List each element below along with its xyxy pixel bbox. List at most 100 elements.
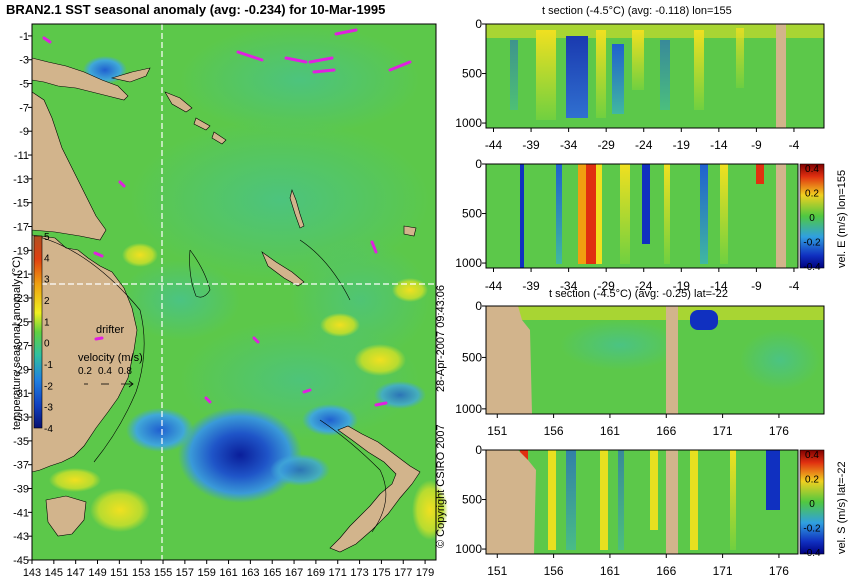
timestamp: 28-Apr-2007 09:43:06	[435, 285, 447, 392]
map-y-tick-label: -7	[19, 102, 29, 114]
y-tick-label: 1000	[455, 116, 482, 130]
colorbar-tick-label: -2	[44, 381, 53, 392]
y-tick-label: 0	[475, 157, 482, 171]
land-new-caledonia	[261, 251, 305, 287]
colorbar-tick-label: 0.4	[805, 164, 819, 175]
x-tick-label: -19	[673, 138, 691, 152]
map-plot: drifter velocity (m/s) 0.2 0.4 0.8	[31, 23, 448, 561]
map-y-tick-label: -23	[13, 293, 29, 305]
map-x-tick-label: 163	[241, 567, 259, 579]
x-tick-label: -29	[598, 279, 616, 293]
map-title: BRAN2.1 SST seasonal anomaly (avg: -0.23…	[6, 2, 385, 17]
land-australia	[31, 234, 138, 473]
map-x-tick-label: 157	[176, 567, 194, 579]
map-x-tick-label: 149	[88, 567, 106, 579]
y-tick-label: 500	[462, 350, 482, 364]
land-new-guinea	[31, 57, 129, 101]
x-tick-label: 176	[769, 424, 789, 438]
section-c-title: t section (-4.5°C) (avg: -0.25) lat=-22	[549, 288, 728, 300]
map-y-tick-label: -35	[13, 436, 29, 448]
colorbar-tick-label: -0.2	[803, 524, 821, 535]
section-a-y-ticks: 0 500 1000	[455, 17, 486, 130]
map-y-tick-label: -3	[19, 55, 29, 67]
map-x-tick-label: 159	[198, 567, 216, 579]
y-tick-label: 1000	[455, 402, 482, 416]
map-y-tick-label: -17	[13, 221, 29, 233]
y-tick-label: 0	[475, 299, 482, 313]
colorbar-tick-label: 0.2	[805, 475, 819, 486]
map-x-tick-label: 175	[372, 567, 390, 579]
map-y-tick-label: -29	[13, 364, 29, 376]
map-x-tick-label: 171	[329, 567, 347, 579]
x-tick-label: 151	[487, 564, 507, 578]
colorbar-tick-label: 0	[809, 499, 815, 510]
map-x-tick-label: 161	[219, 567, 237, 579]
velocity-scale-arrows	[84, 380, 134, 388]
map-x-tick-label: 167	[285, 567, 303, 579]
colorbar-tick-label: 0.4	[805, 450, 819, 461]
map-y-tick-label: -33	[13, 412, 29, 424]
section-b-y-ticks: 0 500 1000	[455, 157, 486, 270]
colorbar-tick-label: -0.4	[803, 262, 821, 273]
x-tick-label: -24	[635, 279, 653, 293]
map-x-tick-label: 145	[45, 567, 63, 579]
land-new-britain	[110, 67, 151, 83]
map-y-tick-label: -43	[13, 531, 29, 543]
map-y-tick-label: -21	[13, 269, 29, 281]
map-y-tick-label: -13	[13, 174, 29, 186]
x-tick-label: -39	[522, 138, 540, 152]
x-tick-label: 171	[713, 564, 733, 578]
section-b-x-ticks: -44 -39 -34 -29 -24 -19 -14 -9 -4	[485, 268, 800, 293]
copyright: © Copyright CSIRO 2007	[435, 424, 447, 548]
section-a-x-ticks: -44 -39 -34 -29 -24 -19 -14 -9 -4	[485, 128, 800, 152]
colorbar-tick-label: 0.2	[805, 189, 819, 200]
map-x-tick-label: 151	[110, 567, 128, 579]
x-tick-label: -19	[673, 279, 691, 293]
x-tick-label: 156	[544, 564, 564, 578]
velocity-value-1: 0.2	[78, 366, 92, 377]
map-y-tick-labels: -1 -3 -5 -7 -9 -11 -13 -15 -17 -19 -21 -23 -25 -27 -29…	[13, 31, 32, 567]
land-new-zealand	[329, 425, 421, 553]
colorbar-tick-label: 2	[44, 296, 50, 307]
map-y-tick-label: -41	[13, 507, 29, 519]
temperature-colorbar: temperature seasonal anomaly (°C)	[11, 235, 43, 430]
x-tick-label: -44	[485, 138, 503, 152]
section-d-y-ticks: 0 500 1000	[455, 443, 486, 556]
section-b-colorbar-ticks: 0.4 0.2 0 -0.2 -0.4	[803, 164, 821, 273]
section-b-colorbar: vel. E (m/s) lon=155	[799, 163, 848, 269]
y-tick-label: 500	[462, 67, 482, 81]
colorbar-tick-label: 5	[44, 232, 50, 243]
x-tick-label: -34	[560, 138, 578, 152]
map-x-tick-label: 173	[350, 567, 368, 579]
colorbar-tick-label: -0.2	[803, 238, 821, 249]
x-tick-label: -4	[789, 279, 800, 293]
x-tick-label: -34	[560, 279, 578, 293]
map-y-tick-label: -25	[13, 317, 29, 329]
colorbar-tick-label: -4	[44, 424, 53, 435]
colorbar-tick-label: -0.4	[803, 548, 821, 559]
section-a-plot	[485, 23, 825, 129]
x-tick-label: -4	[789, 138, 800, 152]
section-c-x-ticks: 151 156 161 166 171 176	[487, 414, 789, 438]
x-tick-label: -9	[751, 138, 762, 152]
y-tick-label: 1000	[455, 542, 482, 556]
drifter-vectors	[42, 28, 412, 407]
x-tick-label: -29	[598, 138, 616, 152]
x-tick-label: -14	[710, 138, 728, 152]
map-x-tick-label: 147	[66, 567, 84, 579]
velocity-value-3: 0.8	[118, 366, 132, 377]
colorbar-tick-labels: 5 4 3 2 1 0 -1 -2 -3 -4	[44, 232, 53, 435]
section-d-colorbar: vel. S (m/s) lat=-22	[799, 449, 848, 555]
y-tick-label: 500	[462, 493, 482, 507]
colorbar-label: temperature seasonal anomaly (°C)	[11, 256, 23, 430]
x-tick-label: -9	[751, 279, 762, 293]
colorbar-tick-label: 0	[44, 339, 50, 350]
section-d-colorbar-label: vel. S (m/s) lat=-22	[836, 461, 848, 554]
colorbar-tick-label: -3	[44, 403, 53, 414]
section-d-plot	[485, 449, 799, 555]
colorbar-tick-label: -1	[44, 360, 53, 371]
map-x-tick-labels: 143 145 147 149 151 153 155 157 159 161 163 165 167 1…	[23, 560, 434, 579]
velocity-value-2: 0.4	[98, 366, 112, 377]
land-vanuatu	[289, 189, 305, 229]
